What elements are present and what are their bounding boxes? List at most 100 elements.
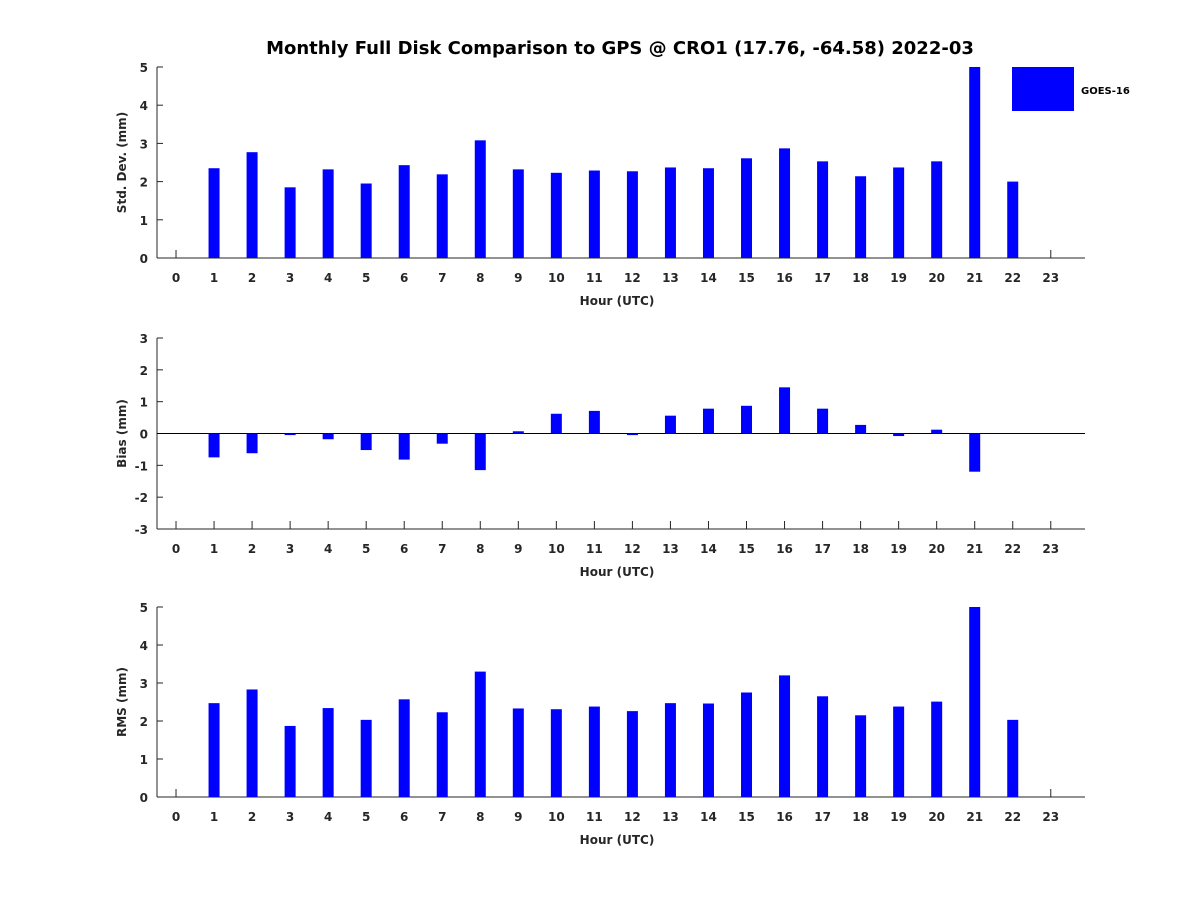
bar-bias-hour-13 (664, 415, 676, 434)
bar-std-dev-hour-1 (208, 168, 220, 258)
bar-rms-hour-11 (588, 706, 600, 797)
x-tick-label: 2 (248, 542, 256, 556)
x-tick-label: 16 (776, 271, 793, 285)
bar-bias-hour-17 (817, 408, 829, 434)
x-tick-label: 13 (662, 271, 679, 285)
bar-std-dev-hour-8 (474, 140, 486, 258)
x-tick-label: 14 (700, 271, 717, 285)
bar-bias-hour-21 (969, 433, 981, 472)
x-tick-label: 14 (700, 542, 717, 556)
x-tick-label: 19 (890, 271, 907, 285)
bar-std-dev-hour-2 (246, 152, 258, 258)
bar-std-dev-hour-4 (322, 169, 334, 258)
bar-std-dev-hour-11 (588, 170, 600, 258)
bar-bias-hour-15 (741, 405, 753, 434)
x-tick-label: 10 (548, 810, 565, 824)
bar-std-dev-hour-19 (893, 167, 905, 258)
x-tick-label: 5 (362, 810, 370, 824)
x-tick-label: 11 (586, 542, 603, 556)
bar-std-dev-hour-17 (817, 161, 829, 258)
y-tick-label: -3 (135, 523, 148, 537)
x-tick-label: 5 (362, 542, 370, 556)
x-tick-label: 3 (286, 542, 294, 556)
y-tick-label: 0 (140, 791, 148, 805)
bar-std-dev-hour-5 (360, 183, 372, 258)
y-tick-label: 4 (140, 99, 148, 113)
x-tick-label: 17 (814, 542, 831, 556)
x-tick-label: 20 (928, 810, 945, 824)
y-tick-label: 1 (140, 396, 148, 410)
bar-rms-hour-2 (246, 689, 258, 797)
bar-std-dev-hour-12 (626, 171, 638, 258)
legend-label: GOES-16 (1081, 86, 1130, 97)
y-tick-label: 5 (140, 61, 148, 75)
y-tick-label: -2 (135, 491, 148, 505)
bar-rms-hour-15 (741, 692, 753, 797)
bar-std-dev-hour-22 (1007, 181, 1019, 258)
x-tick-label: 4 (324, 542, 332, 556)
bar-rms-hour-14 (702, 703, 714, 797)
bar-rms-hour-21 (969, 607, 981, 797)
bar-bias-hour-14 (702, 408, 714, 434)
bar-rms-hour-20 (931, 701, 943, 797)
x-tick-label: 2 (248, 810, 256, 824)
x-tick-label: 8 (476, 810, 484, 824)
legend-swatch (1012, 67, 1074, 111)
bar-rms-hour-19 (893, 706, 905, 797)
x-tick-label: 0 (172, 271, 180, 285)
x-axis-label-std-dev: Hour (UTC) (580, 294, 655, 308)
y-tick-label: 4 (140, 639, 148, 653)
x-tick-label: 17 (814, 810, 831, 824)
x-tick-label: 21 (966, 542, 983, 556)
x-tick-label: 12 (624, 810, 641, 824)
x-tick-label: 16 (776, 810, 793, 824)
x-tick-label: 3 (286, 810, 294, 824)
bar-std-dev-hour-15 (741, 158, 753, 258)
y-tick-label: 0 (140, 252, 148, 266)
x-axis-label-rms: Hour (UTC) (580, 833, 655, 847)
x-tick-label: 7 (438, 271, 446, 285)
bar-bias-hour-19 (893, 433, 905, 437)
x-tick-label: 8 (476, 542, 484, 556)
x-tick-label: 21 (966, 271, 983, 285)
bar-bias-hour-11 (588, 410, 600, 434)
y-axis-label-rms: RMS (mm) (115, 667, 129, 737)
bar-rms-hour-3 (284, 725, 296, 797)
x-tick-label: 19 (890, 810, 907, 824)
x-tick-label: 22 (1004, 542, 1021, 556)
x-tick-label: 22 (1004, 810, 1021, 824)
x-tick-label: 3 (286, 271, 294, 285)
bar-bias-hour-10 (550, 413, 562, 434)
x-tick-label: 19 (890, 542, 907, 556)
bar-bias-hour-9 (512, 431, 524, 434)
x-tick-label: 21 (966, 810, 983, 824)
y-axis-label-bias: Bias (mm) (115, 399, 129, 468)
y-tick-label: 1 (140, 753, 148, 767)
x-tick-label: 18 (852, 810, 869, 824)
bar-bias-hour-6 (398, 433, 410, 460)
bar-rms-hour-7 (436, 712, 448, 797)
x-tick-label: 23 (1042, 810, 1059, 824)
x-tick-label: 11 (586, 271, 603, 285)
x-tick-label: 12 (624, 271, 641, 285)
bar-rms-hour-12 (626, 711, 638, 797)
x-tick-label: 15 (738, 810, 755, 824)
bar-rms-hour-5 (360, 719, 372, 797)
bar-std-dev-hour-3 (284, 187, 296, 258)
bar-rms-hour-17 (817, 696, 829, 797)
x-tick-label: 1 (210, 271, 218, 285)
x-tick-label: 8 (476, 271, 484, 285)
y-tick-label: 0 (140, 428, 148, 442)
bar-rms-hour-8 (474, 671, 486, 797)
x-tick-label: 4 (324, 810, 332, 824)
bar-std-dev-hour-10 (550, 172, 562, 258)
chart-title: Monthly Full Disk Comparison to GPS @ CR… (266, 38, 974, 59)
bar-rms-hour-16 (779, 675, 791, 797)
bar-std-dev-hour-13 (664, 167, 676, 258)
bar-bias-hour-2 (246, 433, 258, 454)
x-tick-label: 10 (548, 542, 565, 556)
x-tick-label: 18 (852, 542, 869, 556)
